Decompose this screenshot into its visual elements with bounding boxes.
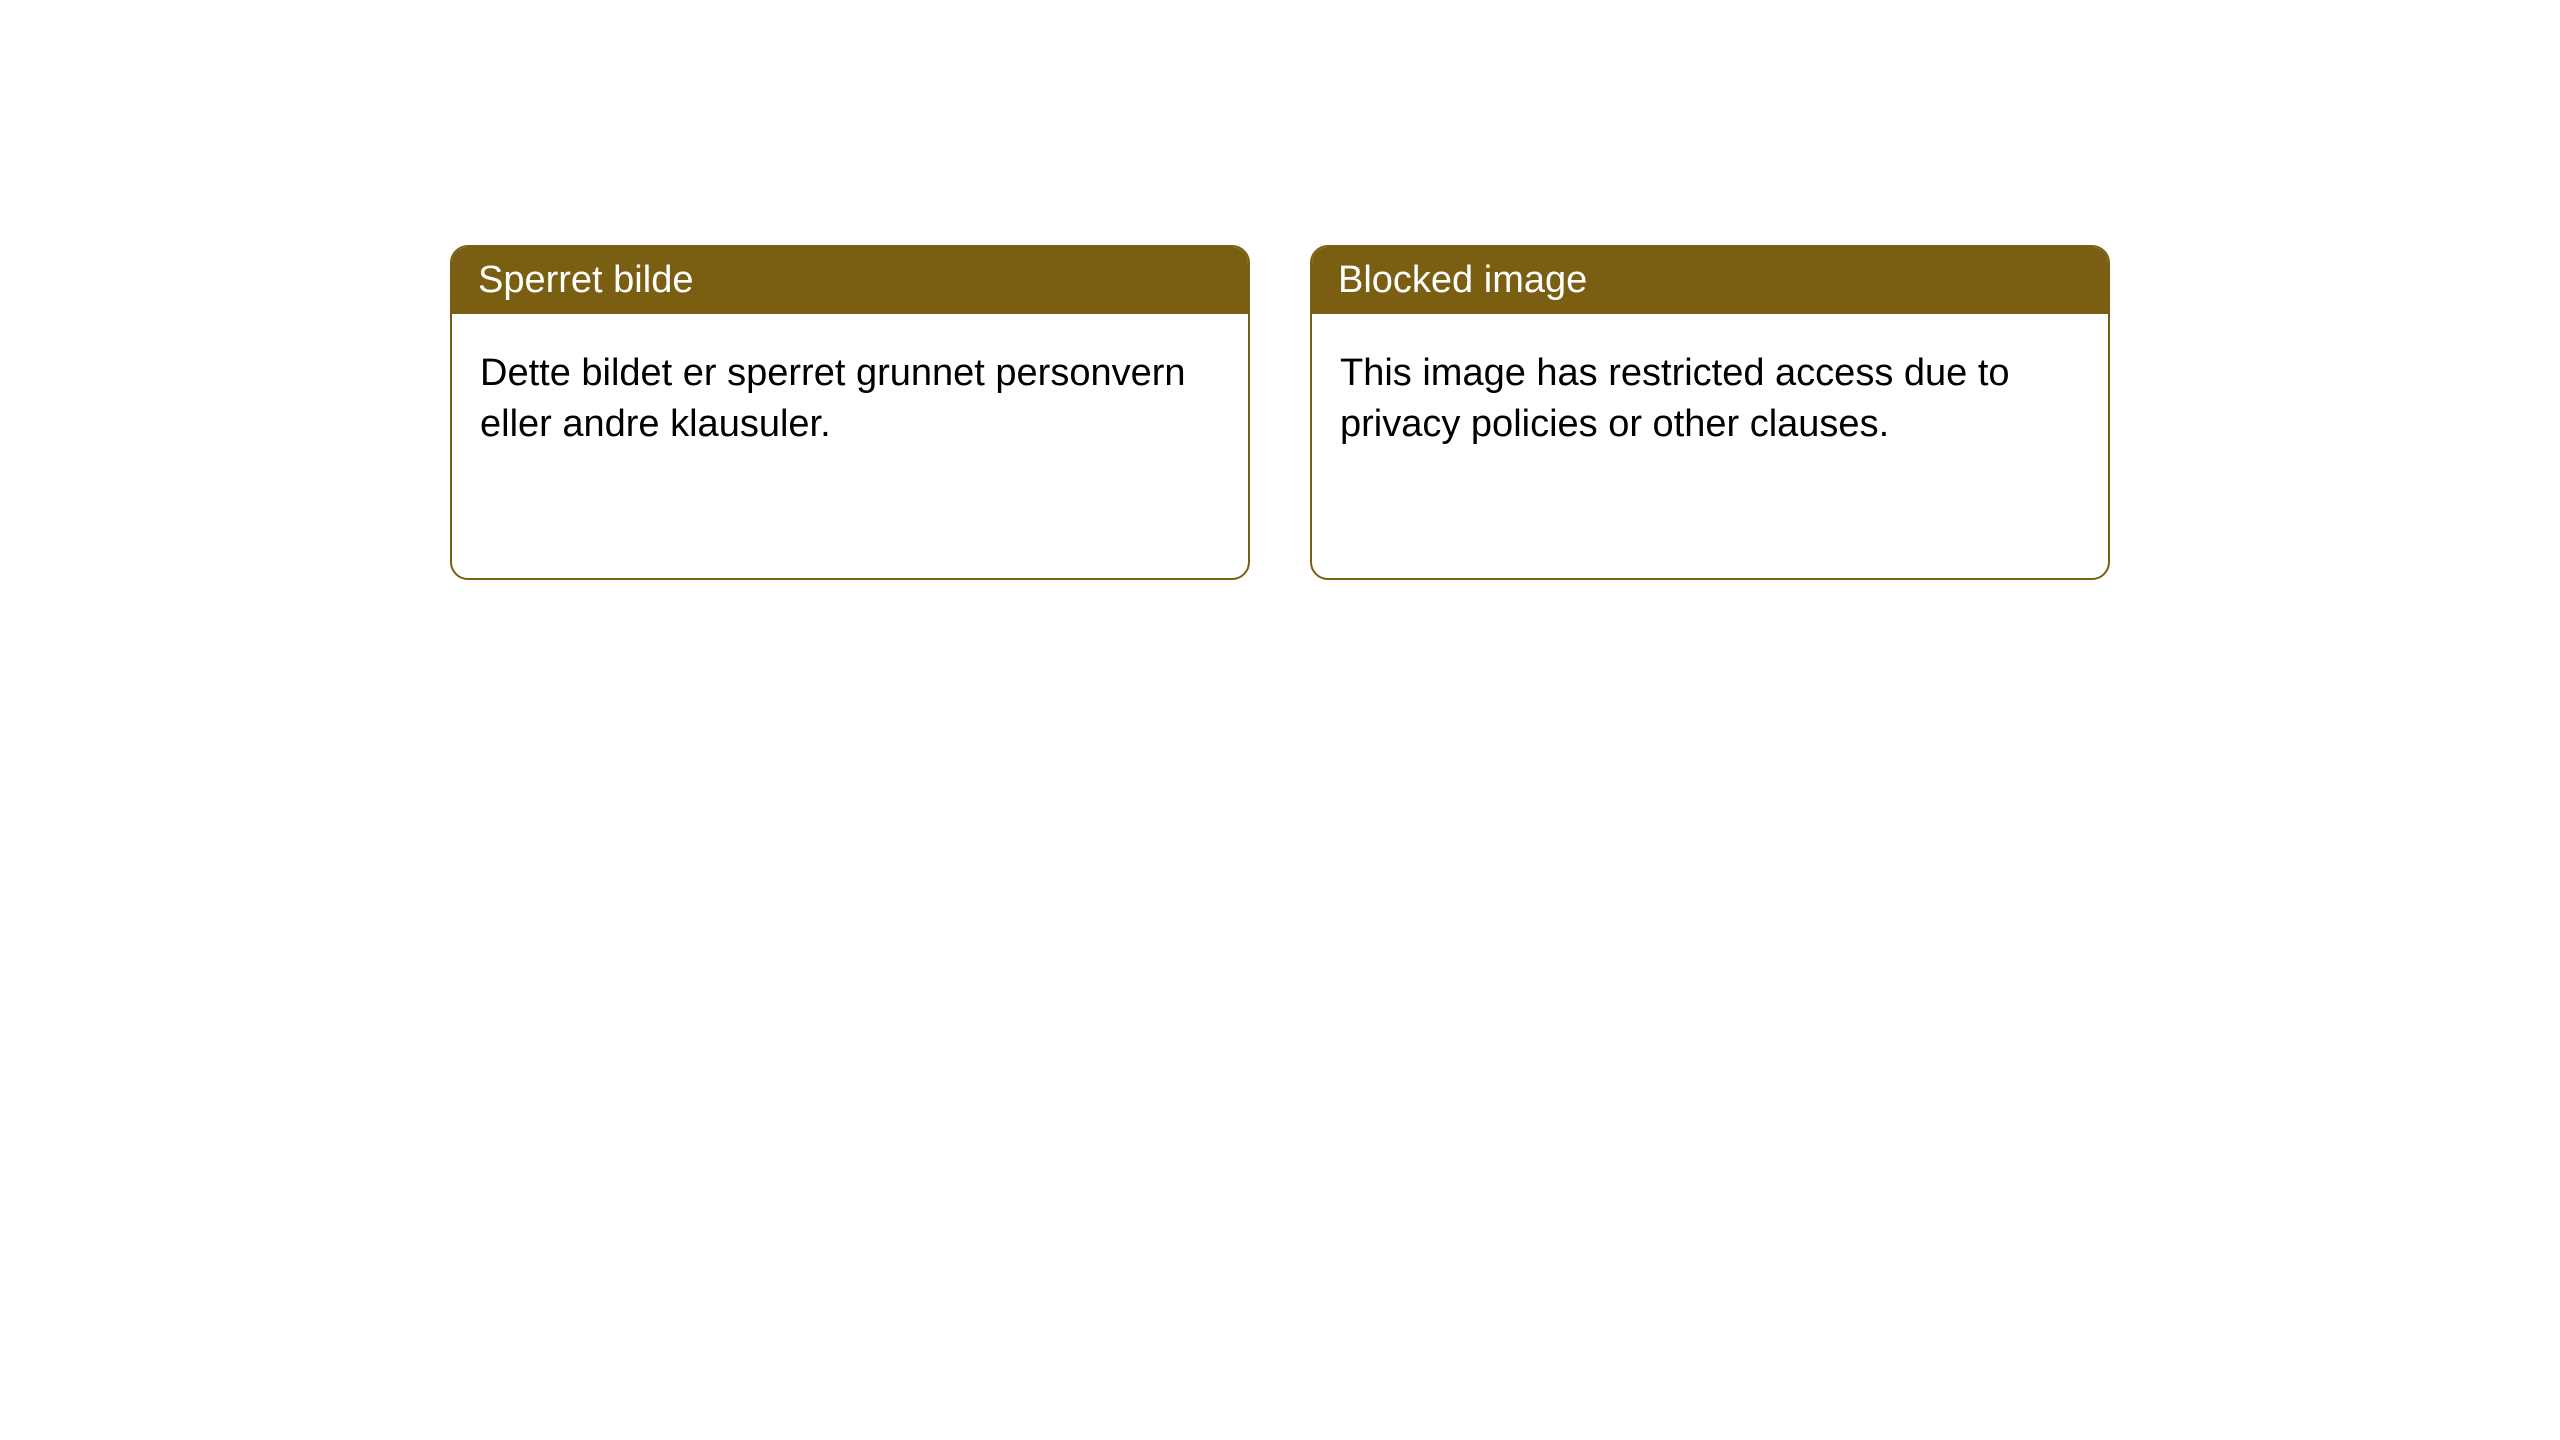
card-body: This image has restricted access due to … bbox=[1312, 314, 2108, 485]
notice-card-english: Blocked image This image has restricted … bbox=[1310, 245, 2110, 580]
card-header: Blocked image bbox=[1312, 247, 2108, 314]
notice-cards-container: Sperret bilde Dette bildet er sperret gr… bbox=[450, 245, 2110, 580]
card-body: Dette bildet er sperret grunnet personve… bbox=[452, 314, 1248, 485]
card-body-text: Dette bildet er sperret grunnet personve… bbox=[480, 352, 1186, 445]
card-body-text: This image has restricted access due to … bbox=[1340, 352, 2010, 445]
card-title: Blocked image bbox=[1338, 259, 1587, 301]
notice-card-norwegian: Sperret bilde Dette bildet er sperret gr… bbox=[450, 245, 1250, 580]
card-title: Sperret bilde bbox=[478, 259, 693, 301]
card-header: Sperret bilde bbox=[452, 247, 1248, 314]
